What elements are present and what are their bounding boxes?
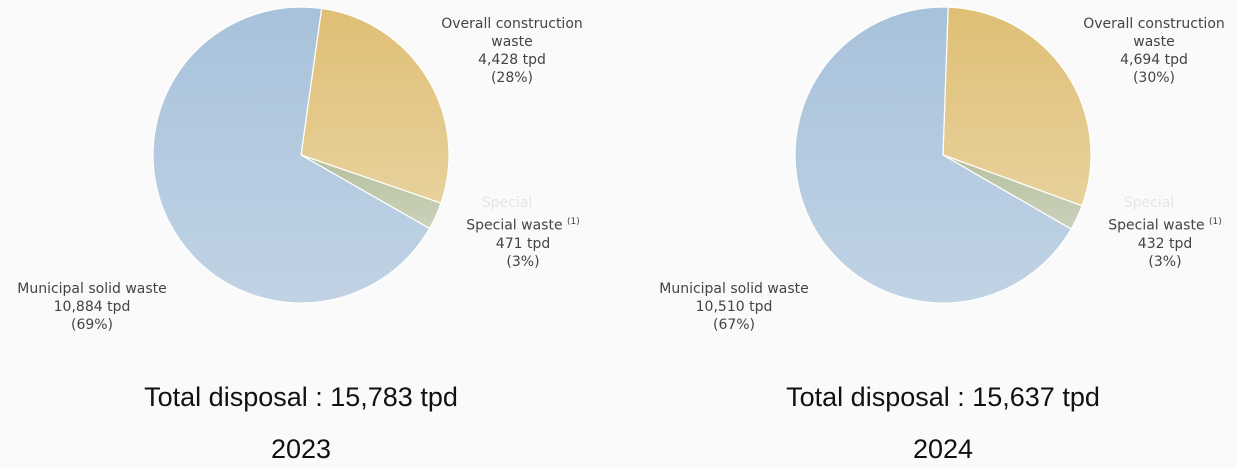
pie-slice [300,7,450,204]
caption: 2023 [270,434,332,464]
annotation: Special [1123,195,1175,211]
category-text: Overall construction waste [441,16,583,50]
total-label: Total disposal : 15,637 tpd [786,382,1100,412]
percentage-label: (3%) [1148,253,1182,270]
value-label: 471 tpd [495,235,551,252]
slice-label: Municipal solid waste 10,510 tpd (67%) [659,280,809,334]
category-name: Municipal solid waste [659,280,809,298]
slice-label: Special waste (1) 471 tpd (3%) [466,213,580,271]
category-name: Overall construction waste [1079,15,1229,51]
percentage-label: (67%) [712,317,756,333]
slice-label: Special waste (1) 432 tpd (3%) [1108,213,1222,271]
category-name: Special waste (1) [1108,213,1222,235]
percentage-label: (30%) [1132,70,1176,86]
total-label: Total disposal : 15,783 tpd [144,382,458,412]
category-name: Overall construction waste [437,15,587,51]
pie-slice [942,6,1092,207]
value-label: 10,884 tpd [53,299,131,315]
slice-label: Municipal solid waste 10,884 tpd (69%) [17,280,167,334]
pie-slice [152,6,431,304]
category-name: Municipal solid waste [17,280,167,298]
value-label: 4,428 tpd [478,52,546,68]
annotation: Special [481,195,533,211]
footnote-marker: (1) [1209,217,1222,227]
category-text: Municipal solid waste [17,281,167,297]
value-label: 432 tpd [1137,235,1193,252]
value-label: 4,694 tpd [1120,52,1188,68]
percentage-label: (3%) [506,253,540,270]
footnote-marker: (1) [567,217,580,227]
caption: 2024 [912,434,974,464]
category-text: Special waste [1108,217,1205,234]
category-text: Municipal solid waste [659,281,809,297]
category-name: Special waste (1) [466,213,580,235]
percentage-label: (28%) [490,70,534,86]
slice-label: Overall construction waste 4,428 tpd (28%) [437,15,587,87]
percentage-label: (69%) [70,317,114,333]
category-text: Overall construction waste [1083,16,1225,50]
slice-label: Overall construction waste 4,694 tpd (30%) [1079,15,1229,87]
value-label: 10,510 tpd [695,299,773,315]
category-text: Special waste [466,217,563,234]
pie-slice [794,6,1072,304]
